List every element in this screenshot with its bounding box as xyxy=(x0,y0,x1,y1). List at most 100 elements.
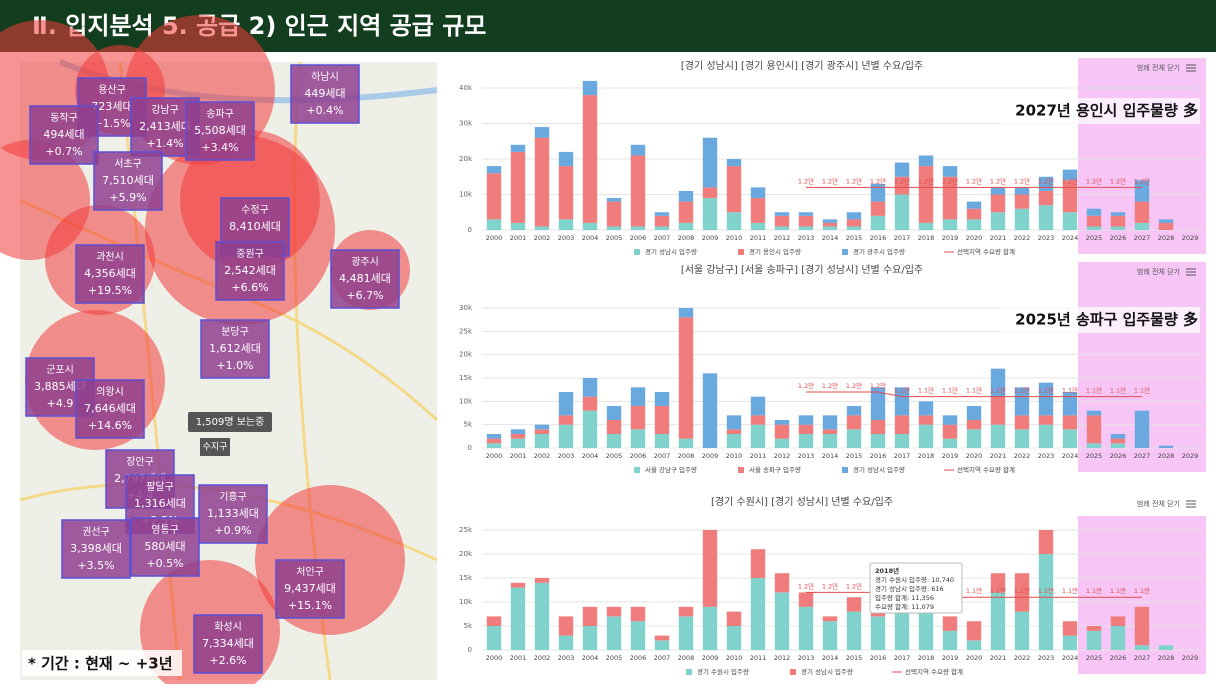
bar-segment xyxy=(1086,208,1102,216)
x-tick-label: 2029 xyxy=(1182,654,1199,662)
x-tick-label: 2019 xyxy=(942,452,959,460)
x-tick-label: 2005 xyxy=(606,452,623,460)
x-tick-label: 2009 xyxy=(702,452,719,460)
bar-segment xyxy=(1134,410,1150,448)
bar-segment xyxy=(558,424,574,448)
chart-title: [경기 성남시] [경기 용인시] [경기 광주시] 년별 수요/입주 xyxy=(681,59,923,72)
bar-segment xyxy=(1062,169,1078,181)
line-label: 1.1만 xyxy=(942,386,958,395)
bar-segment xyxy=(726,429,742,434)
region-count: 580세대 xyxy=(144,540,185,553)
bar-segment xyxy=(702,137,718,188)
line-label: 1.2만 xyxy=(846,381,862,390)
region-name: 화성시 xyxy=(214,621,242,633)
region-count: 7,510세대 xyxy=(102,174,154,187)
bar-segment xyxy=(654,434,670,448)
x-tick-label: 2001 xyxy=(510,452,527,460)
bar-segment xyxy=(1014,429,1030,448)
bar-segment xyxy=(582,606,598,626)
region-box xyxy=(193,614,263,674)
bar-segment xyxy=(534,226,550,230)
bar-segment xyxy=(870,183,886,202)
bar-segment xyxy=(678,201,694,223)
x-tick-label: 2028 xyxy=(1158,654,1175,662)
bar-segment xyxy=(654,212,670,216)
chart-button: 범례 전체 닫기 xyxy=(1137,63,1180,72)
tooltip-line: 수요량 합계: 11,079 xyxy=(875,602,934,611)
bar-segment xyxy=(822,226,838,230)
bar-segment xyxy=(942,415,958,425)
bar-segment xyxy=(942,630,958,650)
line-label: 1.2만 xyxy=(918,176,934,185)
y-tick-label: 0 xyxy=(468,444,472,452)
bar-segment xyxy=(942,424,958,439)
bar-segment xyxy=(918,166,934,223)
bar-segment xyxy=(606,606,622,617)
x-tick-label: 2020 xyxy=(966,654,983,662)
footnote: * 기간 : 현재 ~ +3년 xyxy=(28,655,173,673)
x-tick-label: 2008 xyxy=(678,654,695,662)
x-tick-label: 2024 xyxy=(1062,234,1079,242)
line-label: 1.2만 xyxy=(870,381,886,390)
legend-label: 선택지역 수요량 합계 xyxy=(957,247,1015,256)
bar-segment xyxy=(1134,180,1150,202)
x-tick-label: 2017 xyxy=(894,452,911,460)
bar-segment xyxy=(630,155,646,227)
bar-segment xyxy=(606,616,622,650)
demand-line xyxy=(806,591,1142,598)
region-change: +1.4% xyxy=(146,137,183,150)
bar-segment xyxy=(990,187,1006,195)
y-tick-label: 20k xyxy=(459,550,473,558)
x-tick-label: 2000 xyxy=(486,452,503,460)
legend-swatch xyxy=(842,249,848,255)
bar-segment xyxy=(582,95,598,223)
line-label: 1.2만 xyxy=(942,176,958,185)
line-label: 1.1만 xyxy=(1038,586,1054,595)
bar-segment xyxy=(582,80,598,96)
x-tick-label: 2004 xyxy=(582,654,599,662)
y-tick-label: 10k xyxy=(459,191,473,199)
chart-button: 범례 전체 닫기 xyxy=(1137,267,1180,276)
line-label: 1.2만 xyxy=(894,176,910,185)
bar-segment xyxy=(822,222,838,227)
menu-icon xyxy=(1186,500,1196,508)
x-tick-label: 2018 xyxy=(918,234,935,242)
region-change: +0.7% xyxy=(45,145,82,158)
x-tick-label: 2005 xyxy=(606,654,623,662)
bar-segment xyxy=(774,420,790,425)
bar-segment xyxy=(870,201,886,216)
bar-segment xyxy=(1086,415,1102,444)
bar-segment xyxy=(846,597,862,612)
bar-segment xyxy=(606,201,622,227)
bar-segment xyxy=(726,166,742,213)
x-tick-label: 2011 xyxy=(750,654,767,662)
x-tick-label: 2016 xyxy=(870,234,887,242)
bar-segment xyxy=(822,434,838,448)
annotation: 2025년 송파구 입주물량 多 xyxy=(1015,311,1198,329)
place-badge xyxy=(200,438,230,456)
bar-segment xyxy=(1014,194,1030,209)
x-tick-label: 2016 xyxy=(870,654,887,662)
line-label: 1.1만 xyxy=(966,386,982,395)
bar-segment xyxy=(894,434,910,448)
region-name: 영통구 xyxy=(151,524,179,536)
region-box xyxy=(75,379,145,439)
region-change: +0.5% xyxy=(146,557,183,570)
region-name: 처인구 xyxy=(296,566,324,578)
bar-segment xyxy=(558,166,574,220)
bar-segment xyxy=(990,573,1006,593)
bar-segment xyxy=(510,587,526,650)
bar-segment xyxy=(798,592,814,607)
region-count: 4,356세대 xyxy=(84,267,136,280)
y-tick-label: 30k xyxy=(459,120,473,128)
region-box xyxy=(29,105,99,165)
bar-segment xyxy=(678,317,694,439)
x-tick-label: 2028 xyxy=(1158,234,1175,242)
bar-segment xyxy=(966,406,982,420)
menu-icon xyxy=(1186,64,1196,72)
x-tick-label: 2015 xyxy=(846,234,863,242)
bar-segment xyxy=(1014,415,1030,430)
viewer-badge xyxy=(188,412,272,432)
bar-segment xyxy=(774,424,790,439)
bar-segment xyxy=(798,226,814,230)
